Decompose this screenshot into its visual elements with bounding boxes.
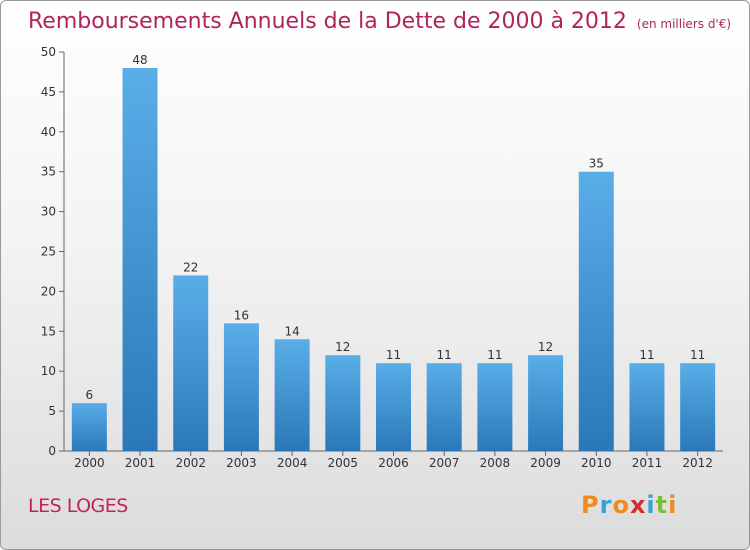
- bar: [426, 363, 462, 451]
- bar-value-label: 6: [86, 388, 94, 402]
- logo-letter: t: [655, 491, 669, 519]
- bar-value-label: 22: [183, 260, 198, 274]
- value-labels: 6 48 22 16 14 12 11 11 11 12 35 11 11: [86, 53, 706, 402]
- bar: [629, 363, 665, 451]
- x-tick-label: 2006: [378, 456, 409, 470]
- x-tick-label: 2007: [429, 456, 460, 470]
- bar: [122, 67, 158, 452]
- bar: [477, 363, 513, 451]
- logo-letter: o: [612, 491, 630, 519]
- x-tick-label: 2000: [74, 456, 105, 470]
- y-tick-label: 35: [41, 165, 56, 179]
- chart-title: Remboursements Annuels de la Dette de 20…: [28, 9, 731, 34]
- logo-letter: i: [646, 491, 656, 519]
- y-tick-label: 30: [41, 205, 56, 219]
- bar: [173, 275, 209, 451]
- x-tick-label: 2004: [277, 456, 308, 470]
- chart-title-text: Remboursements Annuels de la Dette de 20…: [28, 9, 627, 34]
- bar-value-label: 48: [132, 53, 147, 67]
- bar: [578, 171, 614, 451]
- x-tick-label: 2011: [632, 456, 663, 470]
- y-tick-label: 20: [41, 284, 56, 298]
- bar-value-label: 16: [234, 308, 249, 322]
- logo-letter: P: [581, 491, 600, 519]
- x-tick-label: 2008: [480, 456, 511, 470]
- bar-value-label: 11: [487, 348, 502, 362]
- bar-value-label: 12: [538, 340, 553, 354]
- x-tick-label: 2001: [125, 456, 156, 470]
- x-tick-label: 2009: [530, 456, 561, 470]
- commune-name: LES LOGES: [28, 495, 128, 517]
- y-tick-label: 50: [41, 45, 56, 59]
- x-tick-label: 2010: [581, 456, 612, 470]
- bar-value-label: 11: [690, 348, 705, 362]
- y-tick-label: 5: [48, 404, 56, 418]
- bar-value-label: 35: [589, 157, 604, 171]
- proxiti-logo: Proxiti: [581, 491, 677, 519]
- bar: [325, 355, 361, 451]
- bar: [376, 363, 411, 451]
- bar: [680, 363, 716, 451]
- y-tick-label: 10: [41, 364, 56, 378]
- x-tick-label: 2012: [682, 456, 713, 470]
- x-tick-label: 2003: [226, 456, 257, 470]
- bar-value-label: 14: [284, 324, 299, 338]
- bar-value-label: 12: [335, 340, 350, 354]
- x-tick-label: 2005: [328, 456, 359, 470]
- logo-letter: i: [668, 491, 678, 519]
- bar-value-label: 11: [639, 348, 654, 362]
- logo-letter: r: [599, 491, 613, 519]
- axes: 0 5 10 15 20 25 30 35 40 45 50 2000 2001 2002 2003 2004…: [41, 45, 723, 470]
- chart-unit: (en milliers d'€): [636, 17, 732, 31]
- bar-value-label: 11: [386, 348, 401, 362]
- logo-letter: x: [629, 491, 647, 519]
- x-tick-label: 2002: [175, 456, 206, 470]
- bar: [71, 403, 107, 451]
- bar-value-label: 11: [437, 348, 452, 362]
- y-tick-label: 15: [41, 324, 56, 338]
- bar: [274, 339, 310, 451]
- bar: [528, 355, 564, 451]
- y-tick-label: 25: [41, 245, 56, 259]
- bar: [223, 323, 259, 451]
- y-tick-label: 0: [48, 444, 56, 458]
- y-tick-label: 40: [41, 125, 56, 139]
- bars: [71, 67, 716, 452]
- y-tick-label: 45: [41, 85, 56, 99]
